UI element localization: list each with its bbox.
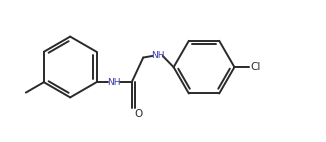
Text: NH: NH bbox=[151, 51, 164, 60]
Text: Cl: Cl bbox=[250, 62, 261, 72]
Text: O: O bbox=[135, 109, 143, 119]
Text: NH: NH bbox=[107, 78, 121, 87]
